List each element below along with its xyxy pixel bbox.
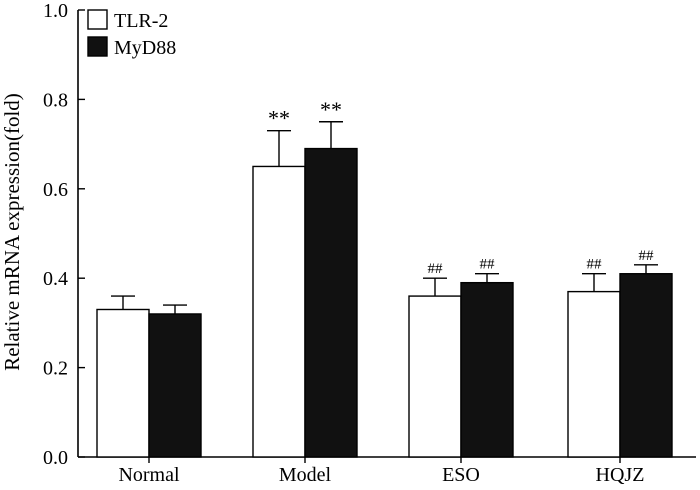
x-tick-label: ESO [442,464,480,485]
bar-myd88-model [304,147,358,458]
bar-myd88-normal [148,313,202,458]
significance-annotation: ## [428,261,444,277]
y-tick-label: 1.0 [43,0,68,22]
bar-tlr-2-model [252,165,306,458]
x-tick-label: HQJZ [596,464,645,485]
bar-tlr-2-hqjz [567,290,621,458]
legend-label: MyD88 [114,37,176,59]
bars-layer [96,147,673,458]
significance-annotation: ## [480,257,496,273]
legend: TLR-2 MyD88 [87,9,176,59]
annotations-layer: ** ## ## ** ## ## [268,97,654,277]
y-axis-label: Relative mRNA expression(fold) [0,93,24,371]
error-bars-layer [111,121,658,314]
bar-tlr-2-normal [96,308,150,458]
x-tick-label: Model [279,464,332,485]
legend-label: TLR-2 [114,10,168,32]
legend-swatch [87,36,108,57]
significance-annotation: ** [320,97,342,122]
legend-swatch [87,9,108,30]
bar-myd88-eso [460,281,514,458]
y-tick-label: 0.6 [43,179,68,201]
bar-myd88-hqjz [619,273,673,458]
significance-annotation: ** [268,106,290,131]
y-tick-label: 0.0 [43,447,68,469]
y-tick-label: 0.8 [43,89,68,111]
x-tick-label: Normal [118,464,180,485]
bar-tlr-2-eso [408,295,462,458]
y-tick-label: 0.2 [43,358,68,380]
significance-annotation: ## [587,257,603,273]
ticks-layer: 0.0 0.2 0.4 0.6 0.8 1.0 Normal Model ESO HQJZ [43,0,645,486]
y-tick-label: 0.4 [43,268,68,290]
significance-annotation: ## [639,248,655,264]
